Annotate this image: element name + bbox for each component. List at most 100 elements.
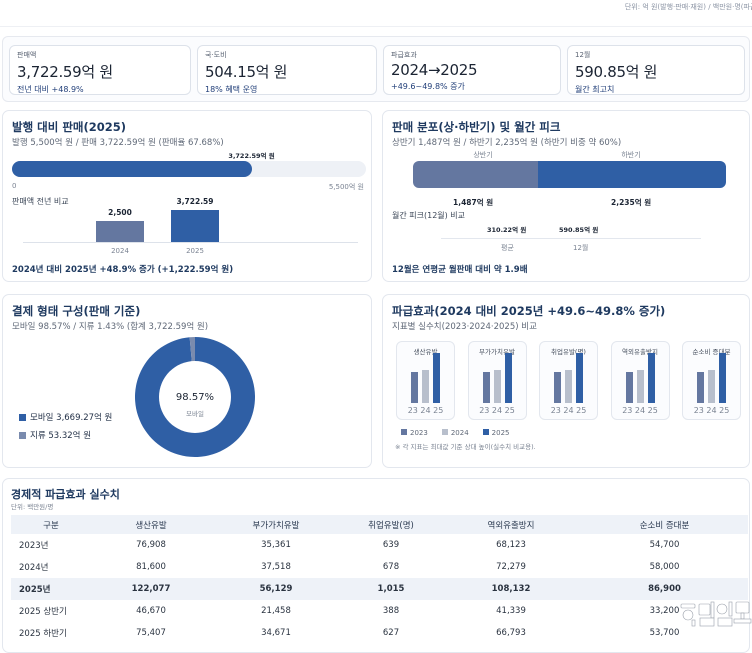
effect-bar-2023 — [482, 372, 490, 403]
table-row: 2025년 122,077 56,129 1,015 108,132 86,900 — [11, 578, 748, 600]
table-cell: 72,279 — [496, 562, 526, 572]
kpi-label: 파급효과 — [391, 51, 417, 59]
panel-subtitle: 모바일 98.57% / 지류 1.43% (합계 3,722.59억 원) — [12, 322, 209, 332]
kpi-card-effect: 파급효과 2024→2025 +49.6~49.8% 증가 — [383, 45, 561, 95]
kpi-sub: +49.6~49.8% 증가 — [391, 82, 465, 91]
table-cell: 86,900 — [581, 578, 748, 600]
kpi-sub: 18% 혜택 운영 — [205, 85, 258, 94]
mini-chart-xlabels: 23 24 25 — [479, 406, 515, 415]
effect-bar-2024 — [422, 370, 429, 403]
table-cell: 108,132 — [441, 578, 581, 600]
table-cell: 2025년 — [11, 578, 91, 600]
legend-mobile: 모바일 3,669.27억 원 — [19, 411, 112, 423]
peak-baseline — [441, 238, 701, 239]
effect-table: 구분 생산유발 부가가치유발 취업유발(명) 역외유출방지 순소비 증대분 2023년 76… — [11, 515, 748, 644]
progress-fill — [12, 161, 252, 177]
legend-item: 2023 — [401, 429, 428, 437]
axis-min: 0 — [12, 182, 17, 190]
table-unit: 단위: 백만원/명 — [11, 503, 54, 511]
kpi-card-budget: 국·도비 504.15억 원 18% 혜택 운영 — [197, 45, 377, 95]
panel-title: 결제 형태 구성(판매 기준) — [12, 304, 141, 318]
legend-label: 2023 — [410, 429, 428, 437]
table-cell: 35,361 — [261, 540, 291, 550]
kpi-card-sales: 판매액 3,722.59억 원 전년 대비 +48.9% — [9, 45, 191, 95]
panel-subtitle: 발행 5,500억 원 / 판매 3,722.59억 원 (판매율 67.68%… — [12, 138, 224, 148]
table-cell: 76,908 — [136, 540, 166, 550]
effect-bar-2023 — [411, 372, 418, 403]
year-bar — [171, 210, 219, 242]
effect-bar-2024 — [636, 370, 644, 403]
kpi-row: 판매액 3,722.59억 원 전년 대비 +48.9% 국·도비 504.15… — [2, 36, 750, 102]
kpi-label: 판매액 — [17, 51, 37, 59]
table-header-row: 구분 생산유발 부가가치유발 취업유발(명) 역외유출방지 순소비 증대분 — [11, 515, 748, 534]
kpi-label: 국·도비 — [205, 51, 227, 59]
donut-chart — [135, 337, 255, 457]
table-cell: 678 — [382, 562, 400, 572]
effect-bar-2023 — [554, 372, 561, 403]
effect-legend: 2023 2024 2025 — [401, 429, 509, 437]
table-header-cell: 순소비 증대분 — [581, 515, 748, 534]
table-cell: 56,129 — [211, 578, 341, 600]
effect-mini-chart: 취업유발(명) 23 24 25 — [539, 341, 598, 420]
panel-title: 판매 분포(상·하반기) 및 월간 피크 — [392, 120, 561, 134]
table-row: 2024년 81,600 37,518 678 72,279 58,000 — [11, 556, 748, 578]
peak-value: 590.85억 원 — [559, 226, 599, 234]
kpi-sub: 월간 최고치 — [575, 85, 615, 94]
table-cell: 37,518 — [261, 562, 291, 572]
half-value: 1,487억 원 — [453, 198, 494, 207]
axis-max: 5,500억 원 — [328, 183, 364, 191]
kpi-value: 2024→2025 — [391, 61, 478, 79]
table-cell: 75,407 — [136, 628, 166, 638]
effect-bar-2024 — [493, 370, 501, 403]
table-cell: 66,793 — [496, 628, 526, 638]
table-cell: 2023년 — [19, 541, 49, 551]
effect-mini-chart: 부가가치유발 23 24 25 — [467, 341, 527, 420]
effect-bar-2025 — [433, 353, 440, 403]
progress-track — [12, 161, 366, 177]
panel-title: 발행 대비 판매(2025) — [12, 120, 127, 134]
effect-mini-chart: 순소비 증대분 23 24 25 — [682, 341, 741, 420]
unit-note: 단위: 억 원(발행·판매·재원) / 백만원·명(파급효과) — [624, 3, 752, 11]
peak-category: 12월 — [573, 244, 589, 252]
year-bar-value: 3,722.59 — [176, 197, 214, 206]
effect-bar-2023 — [625, 372, 633, 403]
divider — [0, 26, 752, 27]
table-cell: 122,077 — [91, 578, 211, 600]
effect-bar-2025 — [719, 353, 726, 403]
table-title: 경제적 파급효과 실수치 — [11, 488, 120, 501]
legend-swatch — [19, 431, 26, 439]
table-cell: 627 — [382, 628, 400, 638]
table-cell: 34,671 — [261, 628, 291, 638]
panel-note: 12월은 연평균 월판매 대비 약 1.9배 — [392, 265, 528, 275]
effect-footnote: ※ 각 지표는 최대값 기준 상대 높이(실수치 비교용). — [395, 443, 536, 451]
effect-mini-chart: 역외유출방지 23 24 25 — [610, 341, 670, 420]
effect-bar-2024 — [565, 370, 572, 403]
legend-label: 모바일 3,669.27억 원 — [30, 413, 113, 423]
peak-title: 월간 피크(12월) 비교 — [392, 211, 466, 220]
legend-item: 2024 — [441, 429, 469, 437]
table-header-cell: 생산유발 — [91, 515, 211, 534]
mini-chart-xlabels: 23 24 25 — [407, 406, 444, 415]
peak-category: 평균 — [501, 244, 514, 252]
table-header-cell: 취업유발(명) — [341, 515, 441, 534]
progress-label: 3,722.59억 원 — [228, 152, 275, 160]
table-row: 2023년 76,908 35,361 639 68,123 54,700 — [11, 534, 748, 556]
table-cell: 388 — [382, 606, 400, 616]
table-cell: 21,458 — [261, 606, 291, 616]
panel-title: 파급효과(2024 대비 2025년 +49.6~49.8% 증가) — [392, 304, 666, 318]
effect-mini-chart: 생산유발 23 24 25 — [396, 341, 455, 420]
table-row: 2025 하반기 75,407 34,671 627 66,793 53,700 — [11, 622, 748, 644]
baseline — [23, 242, 358, 243]
half-value: 2,235억 원 — [611, 198, 652, 207]
effect-bar-2025 — [504, 353, 512, 403]
effect-table-panel: 경제적 파급효과 실수치 단위: 백만원/명 구분 생산유발 부가가치유발 취업유발(… — [2, 478, 750, 653]
half-label: 상반기 — [473, 151, 493, 159]
table-cell: 639 — [382, 540, 400, 550]
effect-bar-2024 — [708, 370, 715, 403]
first-half-bar — [413, 161, 538, 188]
panel-subtitle: 지표별 실수치(2023·2024·2025) 비교 — [392, 322, 537, 332]
effect-panel: 파급효과(2024 대비 2025년 +49.6~49.8% 증가) 지표별 실… — [382, 294, 750, 468]
donut-center-label: 모바일 — [186, 410, 204, 418]
panel-note: 2024년 대비 2025년 +48.9% 증가 (+1,222.59억 원) — [12, 265, 234, 275]
kpi-sub: 전년 대비 +48.9% — [17, 85, 84, 94]
